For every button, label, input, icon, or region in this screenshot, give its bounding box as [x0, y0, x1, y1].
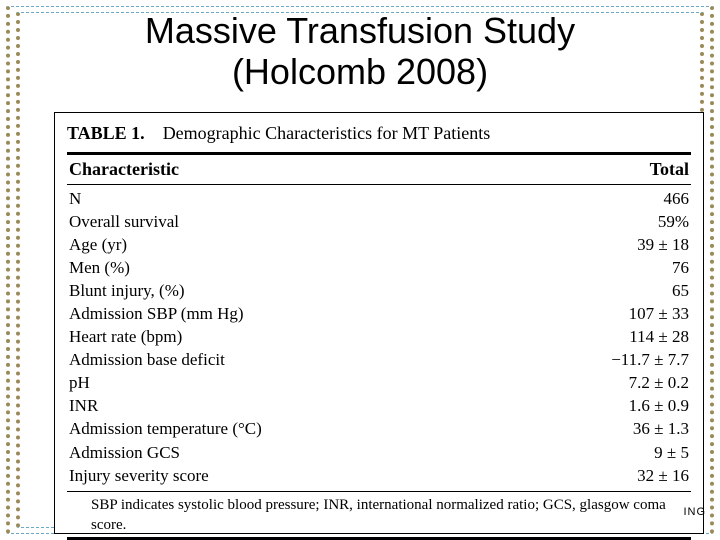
table-row: Admission base deficit−11.7 ± 7.7 — [67, 349, 691, 372]
cell-characteristic: Age (yr) — [69, 234, 549, 256]
table-row: Age (yr)39 ± 18 — [67, 233, 691, 256]
table-row: Overall survival59% — [67, 210, 691, 233]
cell-characteristic: Admission GCS — [69, 442, 549, 464]
cell-characteristic: Admission temperature (°C) — [69, 418, 549, 440]
cell-characteristic: Men (%) — [69, 257, 549, 279]
table-row: Heart rate (bpm)114 ± 28 — [67, 326, 691, 349]
cell-total: 1.6 ± 0.9 — [549, 395, 689, 417]
cell-total: 76 — [549, 257, 689, 279]
table-row: INR1.6 ± 0.9 — [67, 395, 691, 418]
cell-total: −11.7 ± 7.7 — [549, 349, 689, 371]
table-row: Injury severity score32 ± 16 — [67, 464, 691, 487]
cell-characteristic: Overall survival — [69, 211, 549, 233]
table-caption-label: TABLE 1. — [67, 123, 145, 143]
cell-characteristic: Admission SBP (mm Hg) — [69, 303, 549, 325]
slide-title: Massive Transfusion Study (Holcomb 2008) — [0, 0, 720, 93]
table-row: Men (%)76 — [67, 256, 691, 279]
cell-total: 7.2 ± 0.2 — [549, 372, 689, 394]
cell-total: 107 ± 33 — [549, 303, 689, 325]
table-footnote: SBP indicates systolic blood pressure; I… — [67, 492, 691, 537]
table-row: Blunt injury, (%)65 — [67, 279, 691, 302]
table-caption: TABLE 1. Demographic Characteristics for… — [67, 119, 691, 152]
cell-characteristic: Blunt injury, (%) — [69, 280, 549, 302]
cell-total: 466 — [549, 188, 689, 210]
table-row: pH7.2 ± 0.2 — [67, 372, 691, 395]
cell-characteristic: Admission base deficit — [69, 349, 549, 371]
table-caption-text: Demographic Characteristics for MT Patie… — [163, 123, 491, 143]
cell-characteristic: INR — [69, 395, 549, 417]
table-header-row: Characteristic Total — [67, 155, 691, 184]
table-container: TABLE 1. Demographic Characteristics for… — [54, 112, 704, 534]
header-total: Total — [549, 159, 689, 180]
cell-total: 65 — [549, 280, 689, 302]
cell-total: 39 ± 18 — [549, 234, 689, 256]
table-row: N466 — [67, 187, 691, 210]
title-line2: (Holcomb 2008) — [232, 51, 488, 92]
cell-total: 36 ± 1.3 — [549, 418, 689, 440]
header-characteristic: Characteristic — [69, 159, 549, 180]
cell-total: 114 ± 28 — [549, 326, 689, 348]
cell-characteristic: pH — [69, 372, 549, 394]
cell-total: 32 ± 16 — [549, 465, 689, 487]
table-body: N466Overall survival59%Age (yr)39 ± 18Me… — [67, 185, 691, 491]
cell-characteristic: Heart rate (bpm) — [69, 326, 549, 348]
table-row: Admission GCS9 ± 5 — [67, 441, 691, 464]
cell-total: 59% — [549, 211, 689, 233]
corner-fragment: ING — [683, 506, 706, 518]
table-row: Admission SBP (mm Hg)107 ± 33 — [67, 302, 691, 325]
title-line1: Massive Transfusion Study — [145, 10, 575, 51]
cell-characteristic: N — [69, 188, 549, 210]
table-row: Admission temperature (°C)36 ± 1.3 — [67, 418, 691, 441]
cell-characteristic: Injury severity score — [69, 465, 549, 487]
cell-total: 9 ± 5 — [549, 442, 689, 464]
